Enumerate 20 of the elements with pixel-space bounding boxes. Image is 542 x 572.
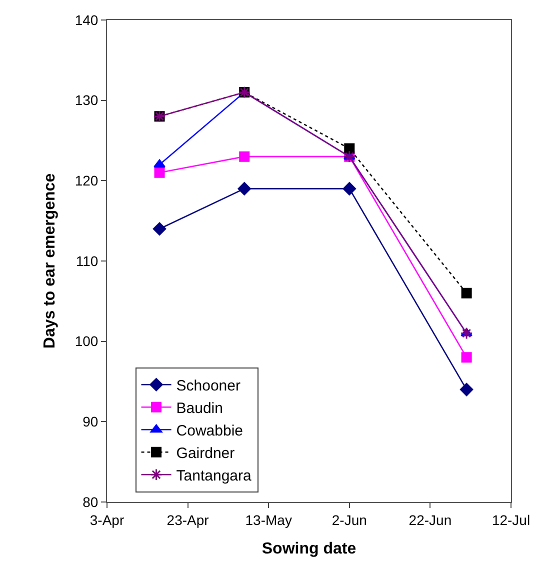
y-tick-label: 120: [74, 172, 98, 189]
y-axis-title: Days to ear emergence: [42, 173, 59, 349]
x-tick-label: 3-Apr: [90, 512, 124, 528]
y-tick-label: 100: [74, 333, 98, 350]
legend-label: Gairdner: [176, 444, 235, 462]
x-tick-label: 13-May: [245, 512, 292, 528]
legend-label: Tantangara: [176, 467, 252, 484]
y-tick-label: 110: [76, 252, 98, 269]
legend-label: Schooner: [176, 377, 240, 394]
y-tick-label: 140: [74, 12, 98, 28]
legend-label: Baudin: [176, 400, 223, 417]
y-tick-label: 80: [82, 494, 98, 510]
x-tick-label: 2-Jun: [332, 512, 367, 528]
x-tick-label: 22-Jun: [408, 512, 452, 528]
legend-label: Cowabbie: [176, 422, 243, 440]
y-tick-label: 130: [74, 92, 98, 108]
x-tick-label: 23-Apr: [166, 512, 210, 528]
x-axis-title: Sowing date: [262, 540, 356, 558]
x-tick-label: 12-Jul: [492, 512, 530, 528]
y-tick-label: 90: [82, 414, 98, 430]
